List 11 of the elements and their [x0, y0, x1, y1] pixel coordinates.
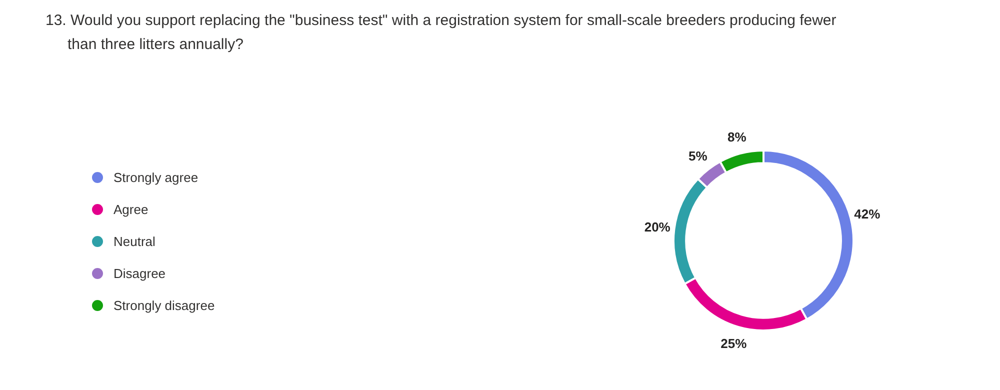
data-label: 20% — [644, 220, 671, 235]
data-label: 8% — [727, 129, 747, 144]
chart-title: 13. Would you support replacing the "business test" with a registration system for small-scale breeders producing fewer than three litters annually? — [46, 12, 836, 53]
legend-label: Neutral — [114, 234, 156, 249]
data-label: 42% — [854, 206, 881, 222]
data-label: 25% — [720, 336, 748, 351]
legend-label: Strongly agree — [114, 170, 198, 185]
data-label: 5% — [688, 148, 708, 164]
legend-label: Disagree — [114, 266, 166, 281]
legend-label: Agree — [114, 202, 148, 217]
legend-label: Strongly disagree — [114, 298, 215, 313]
